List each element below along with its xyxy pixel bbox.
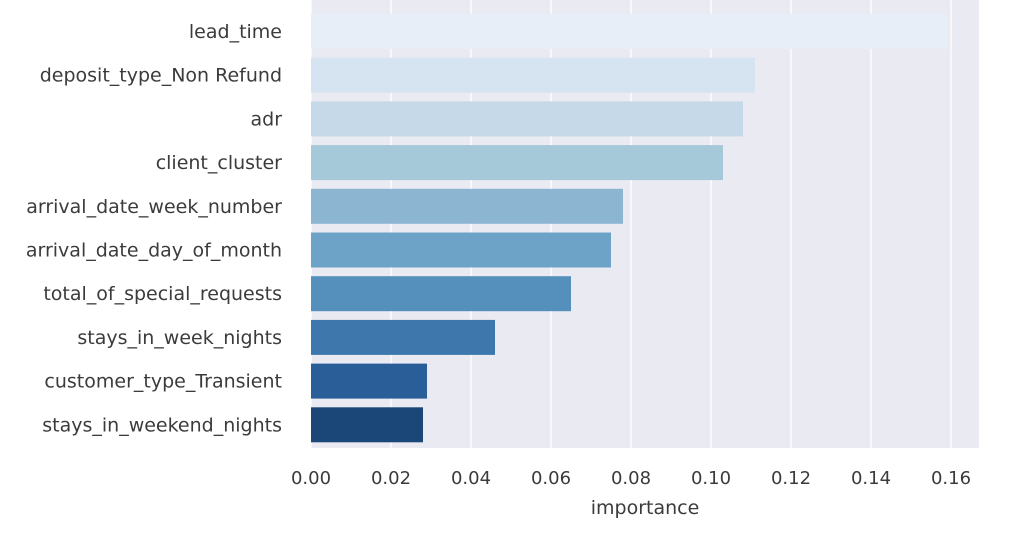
x-tick-label: 0.02 [371, 468, 411, 489]
x-tick-label: 0.12 [771, 468, 811, 489]
x-tick-label: 0.00 [291, 468, 331, 489]
category-label: stays_in_week_nights [77, 327, 282, 349]
bars [311, 14, 947, 443]
x-tick-label: 0.04 [451, 468, 491, 489]
category-label: customer_type_Transient [44, 371, 282, 393]
category-label: lead_time [189, 21, 282, 43]
category-label: stays_in_weekend_nights [42, 414, 282, 436]
category-label: client_cluster [156, 152, 282, 174]
x-tick-labels: 0.00 0.02 0.04 0.06 0.08 0.10 0.12 0.14 0.16 [291, 468, 971, 489]
bar [311, 188, 623, 224]
category-label: deposit_type_Non Refund [40, 65, 282, 87]
x-axis-label: importance [591, 497, 700, 519]
x-tick-label: 0.14 [851, 468, 891, 489]
category-label: total_of_special_requests [43, 283, 282, 305]
bar [311, 14, 947, 49]
bar [311, 319, 495, 355]
category-label: adr [250, 108, 282, 130]
bar [311, 101, 743, 137]
x-tick-label: 0.06 [531, 468, 571, 489]
category-label: arrival_date_week_number [26, 196, 282, 218]
bar [311, 363, 427, 399]
bar [311, 145, 723, 181]
x-tick-label: 0.08 [611, 468, 651, 489]
bar [311, 57, 755, 93]
bar [311, 407, 423, 443]
category-labels: lead_time deposit_type_Non Refund adr clien… [26, 21, 282, 436]
category-label: arrival_date_day_of_month [26, 240, 282, 262]
bar [311, 232, 611, 268]
x-tick-label: 0.10 [691, 468, 731, 489]
x-tick-label: 0.16 [931, 468, 971, 489]
bar [311, 276, 571, 312]
